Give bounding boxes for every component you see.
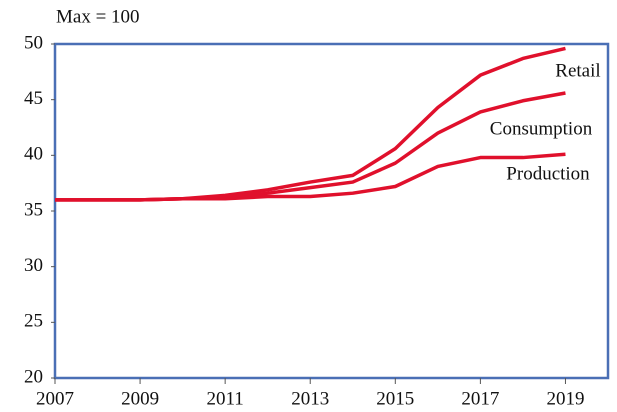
series-line <box>55 91 566 202</box>
y-tick-label: 50 <box>24 32 43 53</box>
y-tick-label: 35 <box>24 199 43 220</box>
y-tick-label: 30 <box>24 255 43 276</box>
y-tick-label: 25 <box>24 311 43 332</box>
series-label: Consumption <box>490 118 593 139</box>
series-line <box>55 152 566 202</box>
y-tick-label: 20 <box>24 366 43 387</box>
x-tick-label: 2019 <box>546 388 584 409</box>
series-label: Retail <box>555 60 600 81</box>
x-tick-label: 2017 <box>461 388 499 409</box>
chart-subtitle: Max = 100 <box>56 6 140 27</box>
x-tick-label: 2009 <box>121 388 159 409</box>
x-tick-label: 2011 <box>207 388 244 409</box>
x-tick-label: 2007 <box>36 388 74 409</box>
x-tick-label: 2013 <box>291 388 329 409</box>
y-tick-label: 45 <box>24 88 43 109</box>
series-label: Production <box>506 163 590 184</box>
plot-frame <box>53 42 610 380</box>
x-tick-label: 2015 <box>376 388 414 409</box>
y-tick-label: 40 <box>24 144 43 165</box>
